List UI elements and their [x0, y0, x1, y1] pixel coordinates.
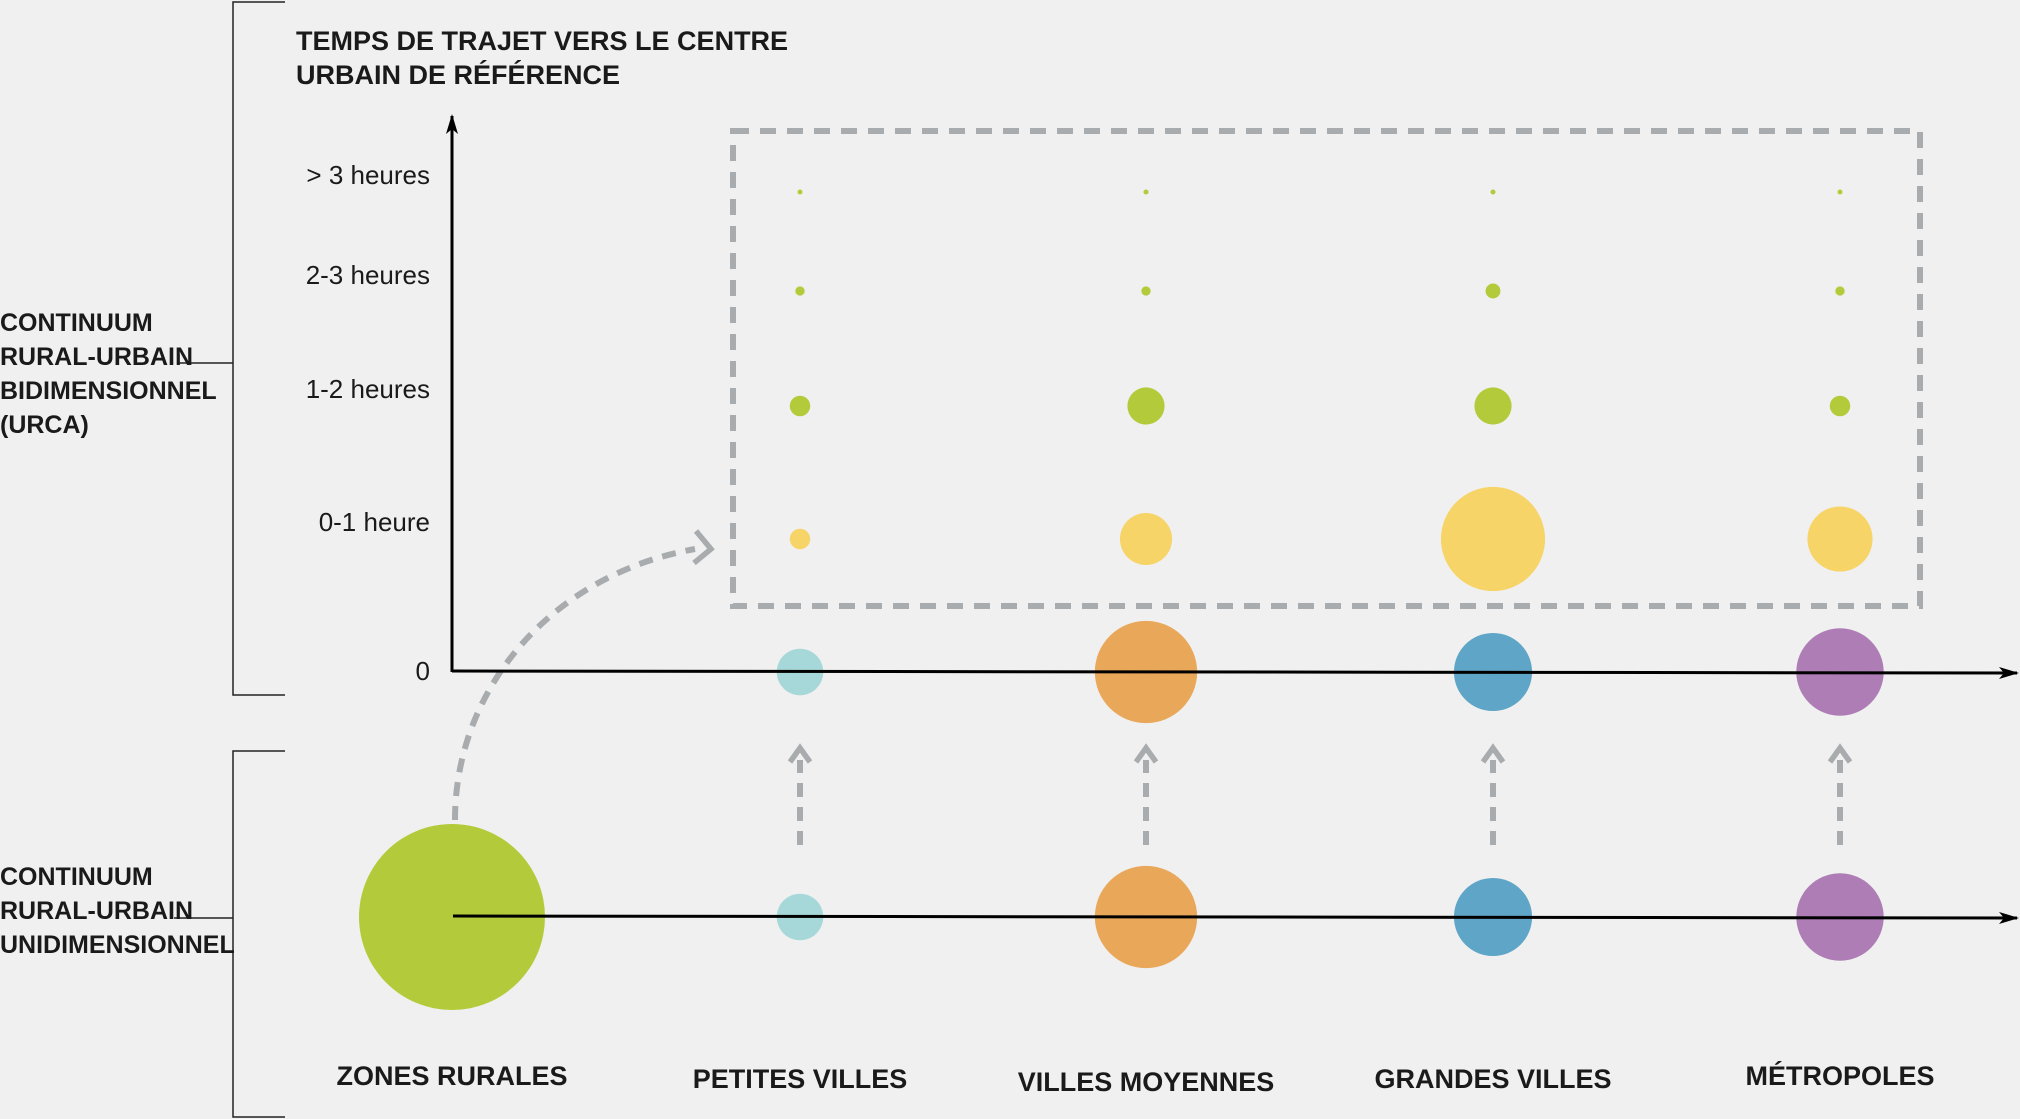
vertical-arrow-head-1 [787, 743, 813, 764]
uni-bubble-1 [359, 824, 545, 1010]
urca-bubble-r3-c1 [795, 286, 805, 296]
x-category-label-3: GRANDES VILLES [1374, 1064, 1611, 1094]
urca-bubble-r1-c3 [1440, 486, 1546, 592]
x-category-label-0: ZONES RURALES [336, 1061, 567, 1091]
y-tick-label-3: 2-3 heures [306, 260, 430, 290]
x-category-label-4: MÉTROPOLES [1745, 1060, 1934, 1091]
vertical-arrow-head-2 [1133, 743, 1159, 764]
urca-bubble-r1-c1 [789, 528, 811, 550]
vertical-arrows-layer [787, 743, 1853, 845]
y-tick-label-0: 0 [416, 656, 430, 686]
urca-bubble-r2-c3 [1474, 387, 1512, 425]
section-bracket-bidimensional [179, 1, 285, 696]
axes-layer [446, 114, 2019, 924]
urca-bubble-r2-c1 [789, 395, 811, 417]
vertical-arrow-head-3 [1480, 743, 1506, 764]
section-label-unidimensional: CONTINUUM RURAL-URBAIN UNIDIMENSIONNEL [0, 863, 235, 959]
section-unidim-line-1: CONTINUUM [0, 863, 153, 891]
y-tick-label-2: 1-2 heures [306, 374, 430, 404]
x-category-label-2: VILLES MOYENNES [1018, 1067, 1275, 1097]
urca-bubble-r4-c1 [797, 189, 803, 195]
y-axis-title-line-1: TEMPS DE TRAJET VERS LE CENTRE [296, 26, 788, 56]
urca-bubble-r2-c2 [1127, 387, 1165, 425]
section-bidim-line-3: BIDIMENSIONNEL [0, 377, 216, 405]
urca-bubble-r2-c4 [1829, 395, 1851, 417]
section-bidim-line-1: CONTINUUM [0, 309, 153, 337]
urca-bubble-r3-c4 [1835, 286, 1845, 296]
y-tick-label-4: > 3 heures [306, 160, 430, 190]
urca-bubble-r4-c2 [1143, 189, 1149, 195]
vertical-arrow-head-4 [1827, 743, 1853, 764]
urca-bubble-r3-c3 [1485, 283, 1501, 299]
section-unidim-line-3: UNIDIMENSIONNEL [0, 931, 235, 959]
unidimensional-axis [452, 911, 2019, 924]
x-category-label-1: PETITES VILLES [693, 1064, 908, 1094]
y-axis-title: TEMPS DE TRAJET VERS LE CENTRE URBAIN DE… [296, 26, 796, 90]
section-bracket-unidimensional [174, 750, 285, 1118]
y-tick-label-1: 0-1 heure [319, 507, 430, 537]
urca-baseline-axis [451, 666, 2019, 679]
section-bidim-line-4: (URCA) [0, 411, 89, 439]
section-bidim-line-2: RURAL-URBAIN [0, 343, 193, 371]
rural-curved-arrow [452, 546, 696, 821]
urca-bubble-r1-c2 [1119, 512, 1173, 566]
section-unidim-line-2: RURAL-URBAIN [0, 897, 193, 925]
y-axis-title-line-2: URBAIN DE RÉFÉRENCE [296, 59, 620, 90]
urca-bubble-r3-c2 [1141, 286, 1151, 296]
urca-bubble-r4-c3 [1490, 189, 1496, 195]
urca-bubble-r1-c4 [1807, 506, 1873, 572]
section-label-bidimensional: CONTINUUM RURAL-URBAIN BIDIMENSIONNEL (U… [0, 309, 223, 439]
bubbles-layer [359, 189, 1884, 1010]
urca-dashed-box [730, 128, 1923, 609]
rural-curved-arrow-head [692, 529, 715, 566]
urca-bubble-r4-c4 [1837, 189, 1843, 195]
